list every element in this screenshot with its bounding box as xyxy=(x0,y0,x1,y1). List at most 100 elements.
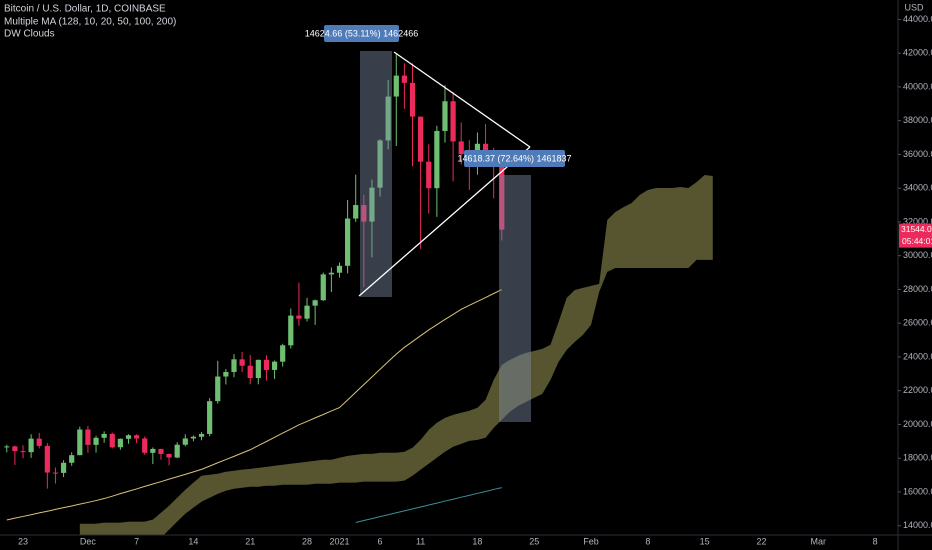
candle-body xyxy=(393,75,399,97)
y-tick-label: 40000.00 xyxy=(903,81,932,91)
drawings: 14624.66 (53.11%) 1462466 14618.37 (72.6… xyxy=(305,25,572,422)
range-box xyxy=(360,51,392,297)
ma-line xyxy=(355,487,502,523)
candle-body xyxy=(158,448,164,454)
x-tick-label: 14 xyxy=(188,536,198,546)
price-tag xyxy=(899,223,932,248)
cloud xyxy=(79,175,713,535)
candle-body xyxy=(385,96,391,141)
x-tick-label: Feb xyxy=(583,536,599,546)
y-tick-label: 26000.00 xyxy=(903,318,932,328)
y-tick-label: 44000.00 xyxy=(903,14,932,24)
candle-body xyxy=(434,130,440,189)
candle-body xyxy=(134,435,140,439)
triangle-edge xyxy=(393,51,531,148)
candle-body xyxy=(231,359,237,372)
axes: 14000.00 16000.00 18000.00 20000.00 22000.00… xyxy=(18,14,932,546)
y-tick-label: 42000.00 xyxy=(903,48,932,58)
candle-body xyxy=(271,361,278,370)
x-tick-label: 25 xyxy=(529,536,539,546)
range-label-box xyxy=(324,25,399,42)
candle-body xyxy=(69,455,75,463)
candle-body xyxy=(85,429,91,445)
range-label-box xyxy=(464,150,565,167)
candle-body xyxy=(4,446,10,448)
candle-body xyxy=(207,401,213,434)
candle-body xyxy=(174,444,180,458)
chart-title: Bitcoin / U.S. Dollar, 1D, COINBASE xyxy=(4,4,166,15)
candle-body xyxy=(409,82,416,117)
candle-body xyxy=(369,187,375,222)
candle-body xyxy=(345,218,351,266)
candle-body xyxy=(12,446,18,452)
candle-body xyxy=(499,162,505,230)
x-tick-label: Mar xyxy=(811,536,827,546)
candle-body xyxy=(142,438,148,453)
candle-body xyxy=(60,462,67,473)
candle-body xyxy=(263,359,270,370)
currency-label: USD xyxy=(904,2,924,12)
candle-body xyxy=(198,433,205,437)
x-tick-label: 11 xyxy=(416,536,425,546)
candle-body xyxy=(150,448,156,453)
candle-body xyxy=(52,472,59,474)
candle-body xyxy=(361,205,367,222)
candle-body xyxy=(304,305,310,319)
x-tick-label: 18 xyxy=(472,536,482,546)
y-tick-label: 30000.00 xyxy=(903,250,932,260)
candle-body xyxy=(223,371,229,377)
ma-line xyxy=(6,289,503,521)
candle-body xyxy=(36,438,42,446)
candle-body xyxy=(320,274,326,301)
candle-body xyxy=(377,140,383,188)
y-tick-label: 18000.00 xyxy=(903,453,932,463)
plot-area xyxy=(4,54,713,535)
candle-body xyxy=(44,445,50,473)
candle-body xyxy=(125,435,132,439)
x-tick-label: 23 xyxy=(18,536,28,546)
candle-body xyxy=(328,272,334,275)
x-tick-label: 2021 xyxy=(329,536,349,546)
candle-body xyxy=(255,359,261,379)
candle-body xyxy=(117,438,123,448)
y-tick-label: 16000.00 xyxy=(903,486,932,496)
y-tick-label: 24000.00 xyxy=(903,351,932,361)
candle-body xyxy=(482,143,489,157)
y-tick-label: 32000.00 xyxy=(903,216,932,226)
candle-body xyxy=(166,453,172,458)
candle-body xyxy=(426,161,432,189)
x-tick-label: 8 xyxy=(873,536,878,546)
y-tick-label: 34000.00 xyxy=(903,183,932,193)
candle-body xyxy=(312,300,318,306)
x-tick-label: Dec xyxy=(80,536,97,546)
candle-body xyxy=(353,205,359,219)
indicator-label: DW Clouds xyxy=(4,29,55,40)
x-tick-label: 28 xyxy=(302,536,312,546)
x-tick-label: 6 xyxy=(378,536,383,546)
candle-body xyxy=(247,365,253,379)
candle-body xyxy=(418,116,424,162)
candle-body xyxy=(336,265,343,273)
candle-body xyxy=(101,433,107,438)
indicator-label: Multiple MA (128, 10, 20, 50, 100, 200) xyxy=(4,17,176,28)
y-tick-label: 20000.00 xyxy=(903,419,932,429)
candle-body xyxy=(296,315,302,319)
candle-body xyxy=(401,75,408,83)
candle-body xyxy=(442,101,448,131)
price-tag-label: 31544.08 xyxy=(901,224,932,234)
y-tick-label: 28000.00 xyxy=(903,284,932,294)
candle-body xyxy=(239,359,245,366)
y-tick-label: 14000.00 xyxy=(903,520,932,530)
x-tick-label: 15 xyxy=(700,536,710,546)
candle-body xyxy=(450,101,456,142)
candle-body xyxy=(28,438,34,453)
x-tick-label: 22 xyxy=(756,536,766,546)
triangle-edge xyxy=(358,146,531,297)
candle-body xyxy=(215,376,221,402)
candle-body xyxy=(109,433,115,448)
range-label: 14624.66 (53.11%) 1462466 xyxy=(305,28,418,38)
candle-body xyxy=(280,345,286,362)
